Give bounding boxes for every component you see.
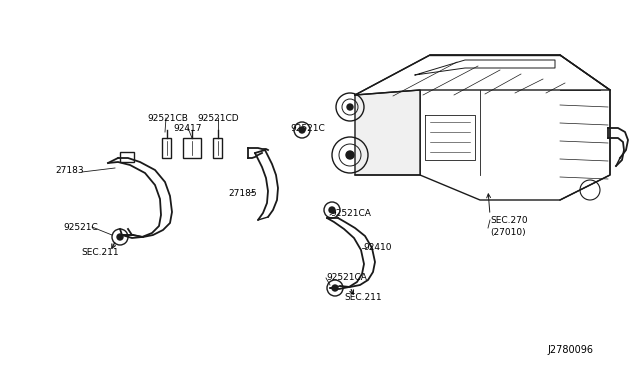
Text: 92417: 92417 [173, 124, 202, 132]
Circle shape [332, 285, 338, 291]
Text: (27010): (27010) [490, 228, 525, 237]
Text: 27183: 27183 [55, 166, 84, 174]
Text: 92521C: 92521C [63, 222, 98, 231]
Polygon shape [355, 90, 420, 175]
Bar [162, 138, 171, 158]
Circle shape [347, 104, 353, 110]
Text: SEC.211: SEC.211 [81, 247, 119, 257]
Bar [183, 138, 201, 158]
Circle shape [299, 127, 305, 133]
Text: SEC.211: SEC.211 [344, 294, 382, 302]
Text: 92521C: 92521C [290, 124, 324, 132]
Circle shape [346, 151, 354, 159]
Text: 27185: 27185 [228, 189, 257, 198]
Text: 92521CA: 92521CA [326, 273, 367, 282]
Text: J2780096: J2780096 [547, 345, 593, 355]
Text: 92521CB: 92521CB [148, 113, 188, 122]
Bar [213, 138, 222, 158]
Text: 92410: 92410 [363, 243, 392, 251]
Text: SEC.270: SEC.270 [490, 215, 527, 224]
Circle shape [117, 234, 123, 240]
Circle shape [329, 207, 335, 213]
Text: 92521CA: 92521CA [330, 208, 371, 218]
Text: 92521CD: 92521CD [197, 113, 239, 122]
Bar [120, 152, 134, 162]
Polygon shape [355, 55, 610, 200]
